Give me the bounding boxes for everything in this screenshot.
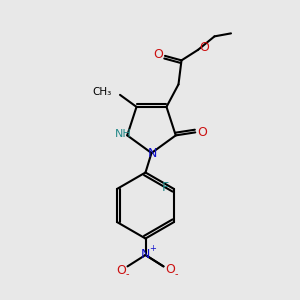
Text: F: F <box>162 181 169 194</box>
Text: O: O <box>200 41 209 54</box>
Text: N: N <box>141 248 150 262</box>
Text: +: + <box>149 244 155 253</box>
Text: -: - <box>174 269 178 279</box>
Text: O: O <box>165 263 175 276</box>
Text: N: N <box>148 147 158 160</box>
Text: CH₃: CH₃ <box>92 87 112 97</box>
Text: O: O <box>153 48 163 61</box>
Text: O: O <box>197 126 207 139</box>
Text: O: O <box>116 263 126 277</box>
Text: NH: NH <box>115 129 132 139</box>
Text: -: - <box>125 269 129 280</box>
